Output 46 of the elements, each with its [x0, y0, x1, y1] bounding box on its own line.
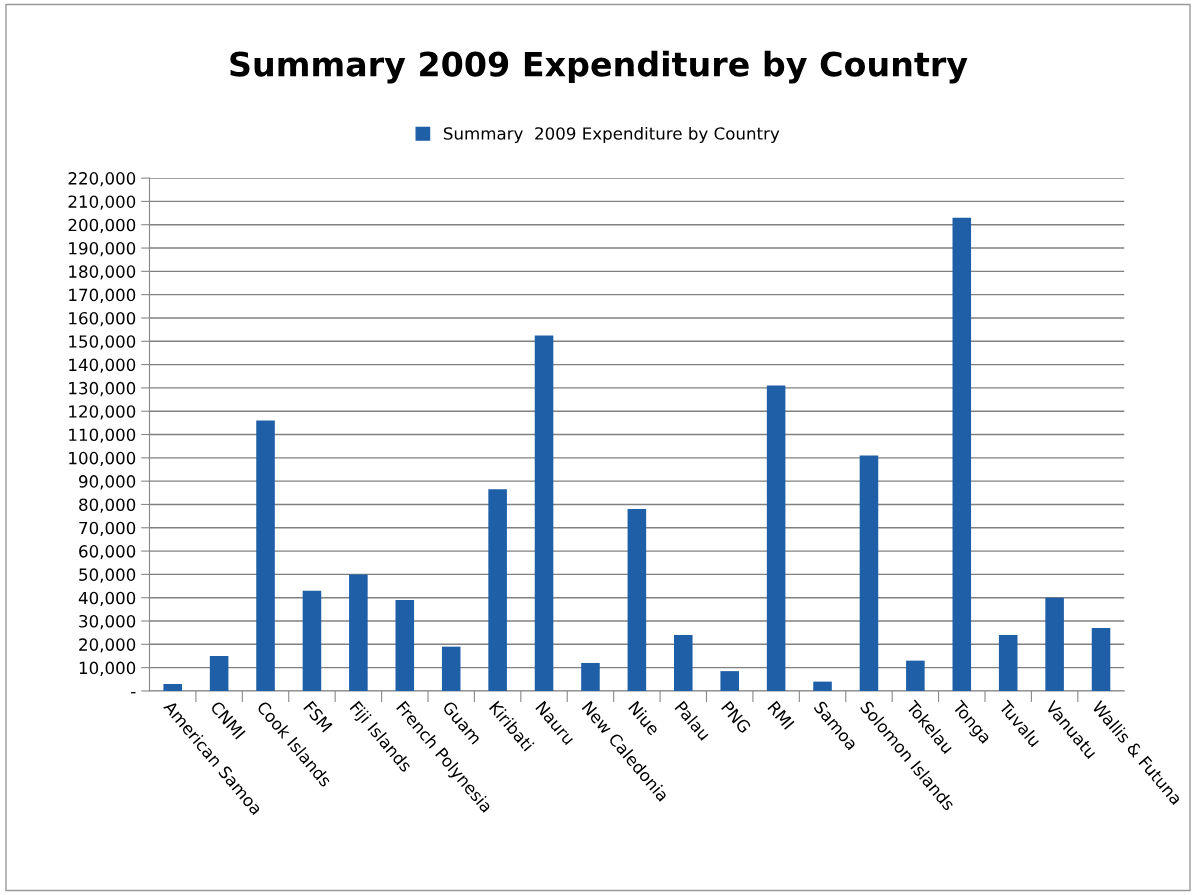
bar — [627, 509, 647, 691]
legend-label: Summary 2009 Expenditure by Country — [443, 126, 780, 144]
y-tick-label: 10,000 — [79, 661, 136, 676]
y-tick-label: 150,000 — [69, 335, 136, 350]
y-tick-label: 100,000 — [69, 451, 136, 467]
bar — [952, 217, 972, 691]
y-tick-label: 200,000 — [68, 218, 136, 233]
bar — [534, 335, 554, 691]
bar — [813, 681, 832, 691]
bar — [488, 489, 507, 691]
y-tick-label: 120,000 — [69, 405, 136, 420]
y-tick-label: 110,000 — [69, 428, 136, 443]
bar — [674, 634, 693, 691]
bar — [859, 455, 879, 691]
y-tick-label: 80,000 — [79, 498, 136, 513]
y-tick-label: 20,000 — [79, 638, 136, 653]
bar — [1045, 597, 1064, 691]
y-tick-label: 40,000 — [78, 591, 136, 606]
chart-title: Summary 2009 Expenditure by Country — [230, 50, 968, 84]
y-tick-label: 130,000 — [69, 381, 136, 397]
bar — [256, 420, 275, 691]
bar — [395, 600, 415, 691]
y-tick-label: 30,000 — [79, 614, 136, 630]
y-tick-label: 180,000 — [69, 265, 136, 280]
y-tick-label: 220,000 — [68, 172, 136, 187]
bar — [581, 662, 600, 691]
y-tick-label: 70,000 — [79, 521, 136, 537]
y-tick-label: 160,000 — [69, 311, 136, 327]
bar — [209, 655, 229, 691]
bar — [349, 574, 368, 691]
bar — [906, 660, 925, 691]
bar — [302, 590, 322, 691]
bar — [163, 683, 182, 691]
bar — [998, 634, 1018, 691]
y-tick-label: - — [131, 692, 136, 694]
bar — [720, 671, 739, 691]
y-tick-label: 60,000 — [79, 545, 136, 560]
bar — [1091, 628, 1111, 691]
y-tick-label: 190,000 — [69, 242, 136, 257]
bar — [441, 646, 461, 691]
y-tick-label: 140,000 — [69, 358, 136, 373]
y-tick-label: 90,000 — [79, 475, 136, 490]
y-tick-label: 170,000 — [69, 288, 136, 303]
bar — [766, 385, 786, 691]
y-tick-label: 210,000 — [68, 195, 136, 210]
y-tick-label: 50,000 — [79, 568, 136, 583]
